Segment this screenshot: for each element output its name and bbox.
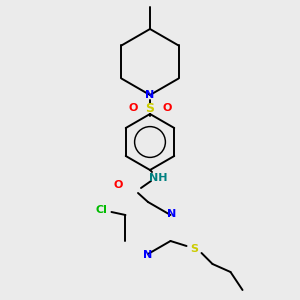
- Text: O: O: [113, 180, 123, 190]
- Text: N: N: [167, 209, 176, 219]
- Text: Cl: Cl: [95, 205, 107, 215]
- Text: S: S: [146, 101, 154, 115]
- Text: O: O: [128, 103, 138, 113]
- Text: O: O: [162, 103, 172, 113]
- Text: NH: NH: [149, 173, 167, 183]
- Text: S: S: [190, 244, 199, 254]
- Text: N: N: [143, 250, 153, 260]
- Text: N: N: [146, 90, 154, 100]
